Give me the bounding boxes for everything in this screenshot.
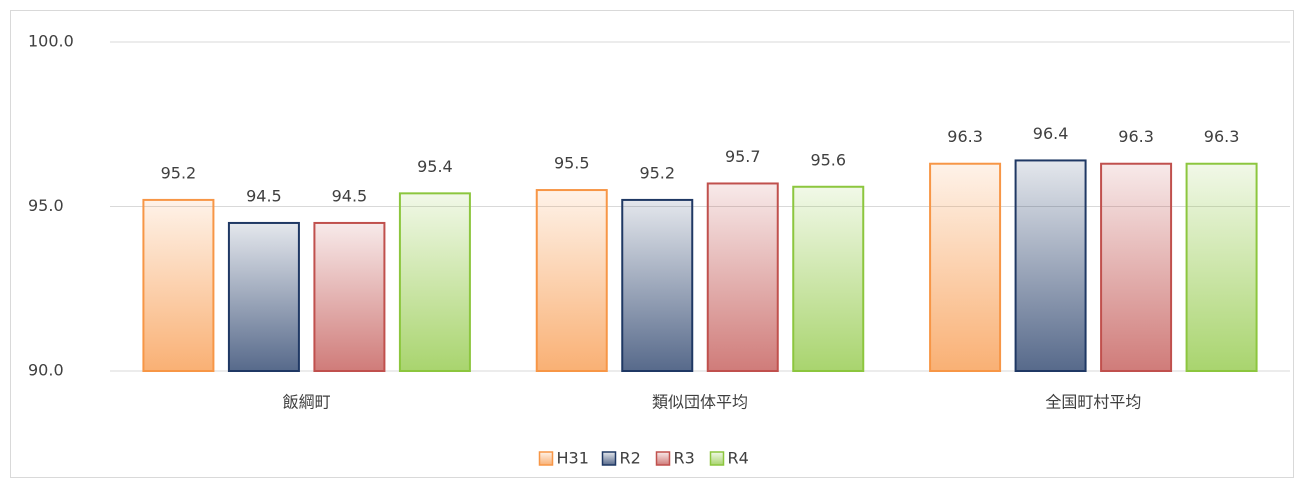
data-label: 95.7 <box>725 147 761 166</box>
data-label: 96.3 <box>1118 127 1154 146</box>
data-label: 95.2 <box>639 163 675 182</box>
legend-swatch <box>655 451 671 466</box>
bar <box>398 192 471 372</box>
bar <box>313 221 386 372</box>
bar <box>621 198 694 372</box>
legend-label: R4 <box>728 449 749 468</box>
bar <box>929 162 1002 372</box>
x-tick-label: 飯綱町 <box>283 393 331 412</box>
legend-label: R2 <box>620 449 641 468</box>
bar <box>792 185 865 372</box>
data-label: 96.3 <box>947 127 983 146</box>
bar <box>1014 159 1087 372</box>
legend-swatch <box>709 451 725 466</box>
data-label: 95.2 <box>161 163 197 182</box>
y-tick-label: 95.0 <box>28 196 64 215</box>
bar <box>706 182 779 372</box>
bar <box>535 189 608 372</box>
data-label: 96.3 <box>1204 127 1240 146</box>
bar <box>227 221 300 372</box>
data-label: 95.6 <box>810 150 846 169</box>
x-tick-label: 全国町村平均 <box>1045 393 1141 412</box>
data-label: 95.4 <box>417 157 453 176</box>
y-tick-label: 90.0 <box>28 361 64 380</box>
y-tick-label: 100.0 <box>28 32 74 51</box>
bar <box>142 198 215 372</box>
data-label: 95.5 <box>554 154 590 173</box>
legend-label: R3 <box>674 449 695 468</box>
data-label: 94.5 <box>332 186 368 205</box>
legend-swatch <box>538 451 554 466</box>
bar <box>1100 162 1173 372</box>
data-label: 94.5 <box>246 186 282 205</box>
bar <box>1185 162 1258 372</box>
legend-swatch <box>601 451 617 466</box>
data-label: 96.4 <box>1033 124 1069 143</box>
x-tick-label: 類似団体平均 <box>652 393 748 412</box>
legend-label: H31 <box>557 449 589 468</box>
